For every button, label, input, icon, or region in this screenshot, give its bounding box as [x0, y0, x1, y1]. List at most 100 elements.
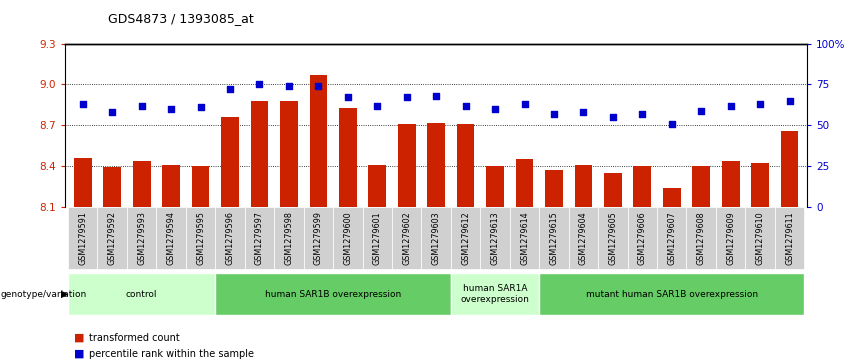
FancyBboxPatch shape: [215, 207, 245, 269]
Bar: [604, 173, 621, 207]
Bar: [663, 188, 681, 207]
FancyBboxPatch shape: [569, 207, 598, 269]
FancyBboxPatch shape: [156, 207, 186, 269]
Point: [223, 86, 237, 92]
FancyBboxPatch shape: [657, 207, 687, 269]
Bar: [339, 107, 357, 207]
FancyBboxPatch shape: [304, 207, 333, 269]
Text: human SAR1A
overexpression: human SAR1A overexpression: [461, 284, 529, 304]
Text: GDS4873 / 1393085_at: GDS4873 / 1393085_at: [108, 12, 254, 25]
Text: GSM1279601: GSM1279601: [372, 211, 382, 265]
Point: [400, 94, 414, 100]
Text: GSM1279607: GSM1279607: [667, 211, 676, 265]
Bar: [634, 166, 651, 207]
Point: [488, 106, 502, 112]
Bar: [103, 167, 121, 207]
Text: GSM1279604: GSM1279604: [579, 211, 588, 265]
Point: [105, 109, 119, 115]
Text: GSM1279591: GSM1279591: [78, 211, 88, 265]
FancyBboxPatch shape: [68, 273, 215, 315]
Bar: [221, 117, 239, 207]
Point: [635, 111, 649, 117]
Point: [547, 111, 561, 117]
Bar: [251, 101, 268, 207]
FancyBboxPatch shape: [245, 207, 274, 269]
Text: GSM1279610: GSM1279610: [756, 211, 765, 265]
Text: GSM1279597: GSM1279597: [255, 211, 264, 265]
Text: GSM1279608: GSM1279608: [697, 211, 706, 265]
Text: GSM1279594: GSM1279594: [167, 211, 175, 265]
Text: transformed count: transformed count: [89, 333, 181, 343]
Text: GSM1279605: GSM1279605: [608, 211, 617, 265]
FancyBboxPatch shape: [450, 207, 480, 269]
Text: GSM1279612: GSM1279612: [461, 211, 470, 265]
FancyBboxPatch shape: [746, 207, 775, 269]
Bar: [722, 160, 740, 207]
Text: GSM1279598: GSM1279598: [285, 211, 293, 265]
Text: GSM1279600: GSM1279600: [344, 211, 352, 265]
Bar: [310, 75, 327, 207]
Point: [576, 109, 590, 115]
FancyBboxPatch shape: [775, 207, 805, 269]
Text: GSM1279596: GSM1279596: [226, 211, 234, 265]
FancyBboxPatch shape: [68, 207, 97, 269]
Point: [606, 114, 620, 120]
Point: [341, 94, 355, 100]
Text: GSM1279593: GSM1279593: [137, 211, 146, 265]
FancyBboxPatch shape: [539, 273, 805, 315]
Point: [783, 98, 797, 103]
Text: GSM1279603: GSM1279603: [431, 211, 441, 265]
Point: [694, 107, 708, 113]
Bar: [575, 165, 592, 207]
Bar: [398, 124, 416, 207]
FancyBboxPatch shape: [186, 207, 215, 269]
FancyBboxPatch shape: [127, 207, 156, 269]
FancyBboxPatch shape: [450, 273, 539, 315]
Bar: [457, 124, 475, 207]
Bar: [486, 166, 504, 207]
Point: [76, 101, 89, 107]
Point: [724, 103, 738, 109]
Bar: [693, 166, 710, 207]
Bar: [752, 163, 769, 207]
Text: GSM1279609: GSM1279609: [727, 211, 735, 265]
Text: GSM1279606: GSM1279606: [638, 211, 647, 265]
Point: [164, 106, 178, 112]
Text: mutant human SAR1B overexpression: mutant human SAR1B overexpression: [586, 290, 758, 298]
FancyBboxPatch shape: [628, 207, 657, 269]
FancyBboxPatch shape: [274, 207, 304, 269]
FancyBboxPatch shape: [716, 207, 746, 269]
Point: [282, 83, 296, 89]
Text: ■: ■: [74, 349, 84, 359]
Text: GSM1279611: GSM1279611: [785, 211, 794, 265]
Text: control: control: [126, 290, 157, 298]
Text: percentile rank within the sample: percentile rank within the sample: [89, 349, 254, 359]
FancyBboxPatch shape: [392, 207, 422, 269]
Text: human SAR1B overexpression: human SAR1B overexpression: [265, 290, 401, 298]
Bar: [280, 101, 298, 207]
Text: ▶: ▶: [61, 289, 69, 299]
Text: GSM1279615: GSM1279615: [549, 211, 558, 265]
FancyBboxPatch shape: [510, 207, 539, 269]
Bar: [545, 170, 562, 207]
Bar: [162, 165, 180, 207]
Bar: [780, 131, 799, 207]
Point: [429, 93, 443, 99]
Point: [253, 81, 266, 87]
Text: genotype/variation: genotype/variation: [1, 290, 87, 298]
Point: [135, 103, 148, 109]
Text: GSM1279595: GSM1279595: [196, 211, 205, 265]
FancyBboxPatch shape: [215, 273, 450, 315]
FancyBboxPatch shape: [598, 207, 628, 269]
Text: GSM1279613: GSM1279613: [490, 211, 500, 265]
Bar: [192, 166, 209, 207]
Text: GSM1279592: GSM1279592: [108, 211, 116, 265]
Text: ■: ■: [74, 333, 84, 343]
Point: [458, 103, 472, 109]
Text: GSM1279614: GSM1279614: [520, 211, 529, 265]
Point: [194, 104, 207, 110]
Text: GSM1279602: GSM1279602: [402, 211, 411, 265]
Bar: [133, 160, 150, 207]
FancyBboxPatch shape: [363, 207, 392, 269]
Point: [517, 101, 531, 107]
